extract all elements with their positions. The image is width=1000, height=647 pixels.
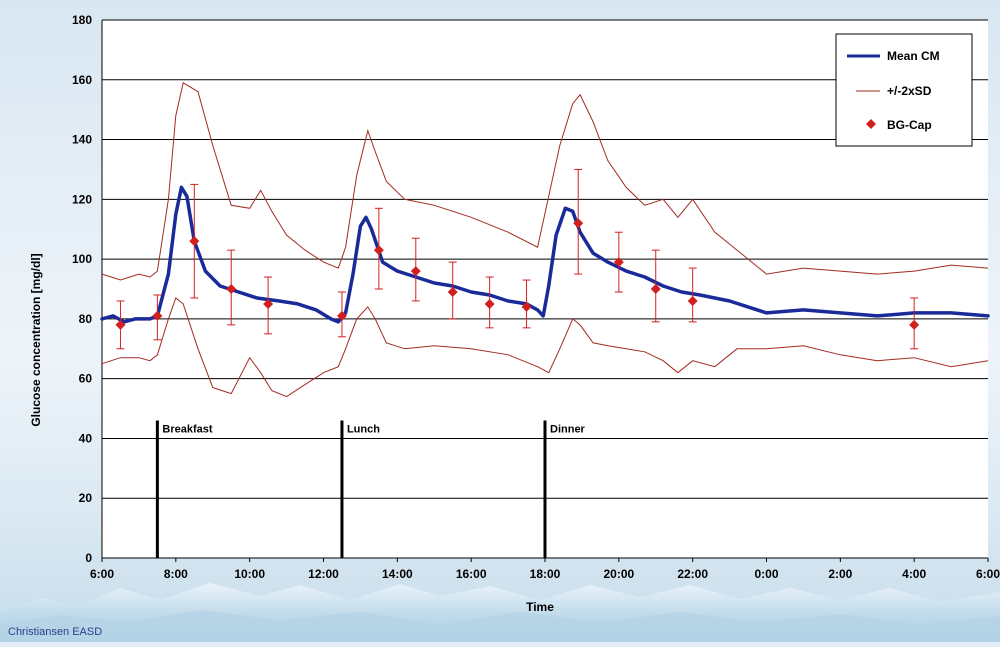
x-tick-label: 18:00 bbox=[530, 567, 561, 581]
x-tick-label: 16:00 bbox=[456, 567, 487, 581]
bg-cap-point bbox=[484, 298, 495, 309]
data-series bbox=[100, 82, 990, 398]
bg-cap-point bbox=[263, 298, 274, 309]
y-tick-label: 60 bbox=[79, 372, 93, 386]
x-axis-ticks: 6:00 8:00 10:00 12:00 14:00 16:00 18:00 20:00 22… bbox=[90, 558, 1000, 581]
y-axis-ticks: 0 20 40 60 80 100 120 140 160 180 bbox=[72, 13, 92, 565]
y-tick-label: 180 bbox=[72, 13, 92, 27]
bg-cap-point bbox=[189, 236, 200, 247]
bg-cap-point bbox=[115, 319, 126, 330]
y-tick-label: 0 bbox=[85, 551, 92, 565]
meal-marker-label: Breakfast bbox=[162, 423, 212, 435]
meal-marker-label: Dinner bbox=[550, 423, 586, 435]
bg-cap-point bbox=[373, 245, 384, 256]
y-tick-label: 40 bbox=[79, 431, 93, 445]
meal-markers: Breakfast Lunch Dinner bbox=[155, 420, 586, 558]
x-tick-label: 8:00 bbox=[164, 567, 188, 581]
sd-upper-line bbox=[101, 82, 989, 281]
x-tick-label: 6:00 bbox=[976, 567, 1000, 581]
bg-cap-point bbox=[687, 295, 698, 306]
x-tick-label: 22:00 bbox=[677, 567, 708, 581]
y-tick-label: 160 bbox=[72, 73, 92, 87]
legend: Mean CM +/-2xSD BG-Cap bbox=[835, 33, 973, 147]
x-tick-label: 20:00 bbox=[603, 567, 634, 581]
mean-cm-line bbox=[100, 185, 990, 324]
bg-cap-point bbox=[650, 284, 661, 294]
x-tick-label: 0:00 bbox=[754, 567, 778, 581]
legend-label-bg: BG-Cap bbox=[887, 118, 932, 132]
y-tick-label: 20 bbox=[79, 491, 93, 505]
x-tick-label: 10:00 bbox=[234, 567, 265, 581]
meal-marker-label: Lunch bbox=[347, 423, 380, 435]
x-tick-label: 2:00 bbox=[828, 567, 852, 581]
bg-cap-point bbox=[521, 301, 532, 312]
bg-cap-point bbox=[909, 319, 920, 330]
bg-cap-point bbox=[410, 266, 421, 277]
x-tick-label: 6:00 bbox=[90, 567, 114, 581]
bg-cap-point bbox=[613, 257, 624, 268]
gridlines bbox=[101, 19, 988, 559]
bg-cap-point bbox=[226, 284, 237, 294]
y-tick-label: 120 bbox=[72, 192, 92, 206]
bg-cap-point bbox=[336, 310, 347, 321]
legend-swatch-bg bbox=[866, 119, 876, 129]
x-tick-label: 12:00 bbox=[308, 567, 339, 581]
y-tick-label: 80 bbox=[79, 312, 93, 326]
y-tick-label: 140 bbox=[72, 133, 92, 147]
bg-cap-point bbox=[447, 286, 458, 297]
y-axis-title: Glucose concentration [mg/dl] bbox=[29, 253, 43, 426]
x-axis-title: Time bbox=[526, 600, 554, 614]
legend-label-mean: Mean CM bbox=[887, 49, 940, 63]
y-tick-label: 100 bbox=[72, 252, 92, 266]
credit-text: Christiansen EASD bbox=[8, 626, 103, 638]
bg-cap-point bbox=[573, 218, 584, 229]
bg-cap-point bbox=[152, 310, 163, 321]
x-tick-label: 14:00 bbox=[382, 567, 413, 581]
sd-lower-line bbox=[101, 297, 989, 398]
legend-label-sd: +/-2xSD bbox=[887, 84, 932, 98]
legend-box bbox=[835, 33, 973, 147]
x-tick-label: 4:00 bbox=[902, 567, 926, 581]
